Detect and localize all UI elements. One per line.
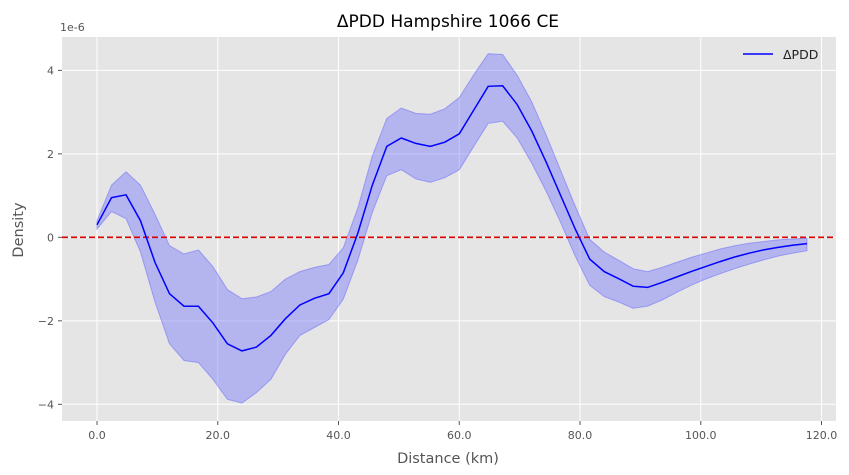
y-axis-label: Density bbox=[11, 202, 27, 258]
y-axis-offset-label: 1e-6 bbox=[60, 21, 85, 34]
x-tick-label: 0.0 bbox=[88, 429, 106, 442]
y-tick-label: 4 bbox=[47, 64, 54, 77]
x-tick-label: 60.0 bbox=[447, 429, 472, 442]
plot-area bbox=[62, 37, 836, 421]
y-tick-label: −4 bbox=[38, 398, 54, 411]
confidence-band bbox=[96, 53, 808, 404]
legend-entry-delta-pdd: ΔPDD bbox=[783, 47, 818, 62]
x-tick-label: 120.0 bbox=[806, 429, 838, 442]
x-axis-label: Distance (km) bbox=[397, 451, 499, 467]
y-tick-label: 2 bbox=[47, 148, 54, 161]
x-axis-ticks: 0.0 20.0 40.0 60.0 80.0 100.0 120.0 bbox=[88, 421, 837, 442]
y-tick-label: −2 bbox=[38, 315, 54, 328]
series-line-delta-pdd bbox=[96, 85, 808, 352]
y-axis-ticks: −4 −2 0 2 4 bbox=[38, 64, 62, 411]
x-tick-label: 40.0 bbox=[326, 429, 351, 442]
legend: ΔPDD bbox=[743, 47, 818, 62]
y-tick-label: 0 bbox=[47, 231, 54, 244]
chart-title: ΔPDD Hampshire 1066 CE bbox=[337, 12, 559, 32]
x-tick-label: 100.0 bbox=[685, 429, 717, 442]
x-tick-label: 80.0 bbox=[568, 429, 593, 442]
x-tick-label: 20.0 bbox=[206, 429, 231, 442]
